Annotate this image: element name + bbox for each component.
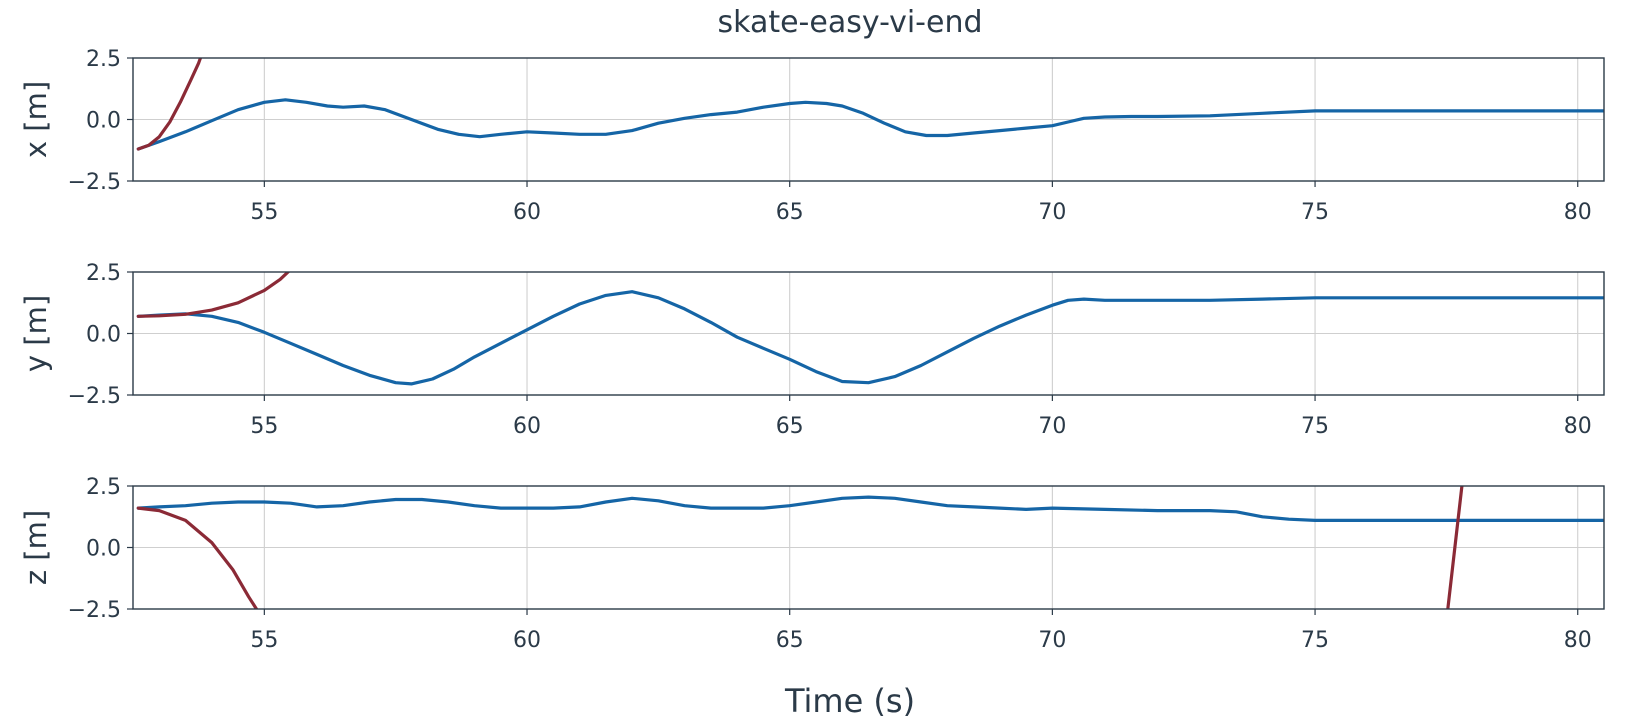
y-tick-label: 0.0 bbox=[86, 537, 121, 562]
y-axis-label: z [m] bbox=[19, 510, 53, 585]
x-tick-label: 80 bbox=[1564, 200, 1592, 225]
y-tick-label: 2.5 bbox=[86, 47, 121, 72]
blue-series-line bbox=[136, 290, 1604, 386]
blue-series-line bbox=[136, 495, 1604, 522]
y-tick-label: −2.5 bbox=[68, 384, 121, 409]
x-tick-label: 60 bbox=[513, 414, 541, 439]
y-tick-label: −2.5 bbox=[68, 170, 121, 195]
x-tick-label: 55 bbox=[250, 200, 278, 225]
y-tick-label: −2.5 bbox=[68, 598, 121, 623]
y-tick-label: 2.5 bbox=[86, 475, 121, 500]
x-axis-label: Time (s) bbox=[784, 682, 915, 720]
subplot-3: 55 60 65 70 75 80 −2.5 0.0 2.5 z [m] bbox=[19, 475, 1605, 653]
x-tick-label: 65 bbox=[776, 414, 804, 439]
x-tick-label: 75 bbox=[1301, 200, 1329, 225]
y-tick-label: 0.0 bbox=[86, 109, 121, 134]
x-tick-label: 65 bbox=[776, 200, 804, 225]
blue-series-line bbox=[136, 98, 1604, 151]
chart-title: skate-easy-vi-end bbox=[717, 5, 982, 40]
subplot-2: 55 60 65 70 75 80 −2.5 0.0 2.5 y [m] bbox=[19, 261, 1605, 439]
x-tick-label: 80 bbox=[1564, 628, 1592, 653]
y-tick-label: 0.0 bbox=[86, 323, 121, 348]
red-series-line bbox=[136, 506, 259, 609]
x-tick-label: 80 bbox=[1564, 414, 1592, 439]
x-tick-label: 70 bbox=[1038, 628, 1066, 653]
subplot-1: 55 60 65 70 75 80 −2.5 0.0 2.5 x [m] bbox=[19, 47, 1605, 225]
x-tick-label: 75 bbox=[1301, 414, 1329, 439]
x-tick-label: 60 bbox=[513, 200, 541, 225]
x-tick-label: 65 bbox=[776, 628, 804, 653]
x-tick-label: 70 bbox=[1038, 200, 1066, 225]
x-tick-label: 60 bbox=[513, 628, 541, 653]
y-axis-label: y [m] bbox=[19, 295, 53, 372]
x-tick-label: 55 bbox=[250, 414, 278, 439]
red-series-line bbox=[136, 58, 203, 151]
y-tick-label: 2.5 bbox=[86, 261, 121, 286]
x-tick-label: 55 bbox=[250, 628, 278, 653]
x-tick-label: 75 bbox=[1301, 628, 1329, 653]
red-series-line bbox=[136, 272, 291, 318]
red-series-line bbox=[1446, 486, 1464, 609]
x-tick-label: 70 bbox=[1038, 414, 1066, 439]
y-axis-label: x [m] bbox=[19, 81, 53, 158]
